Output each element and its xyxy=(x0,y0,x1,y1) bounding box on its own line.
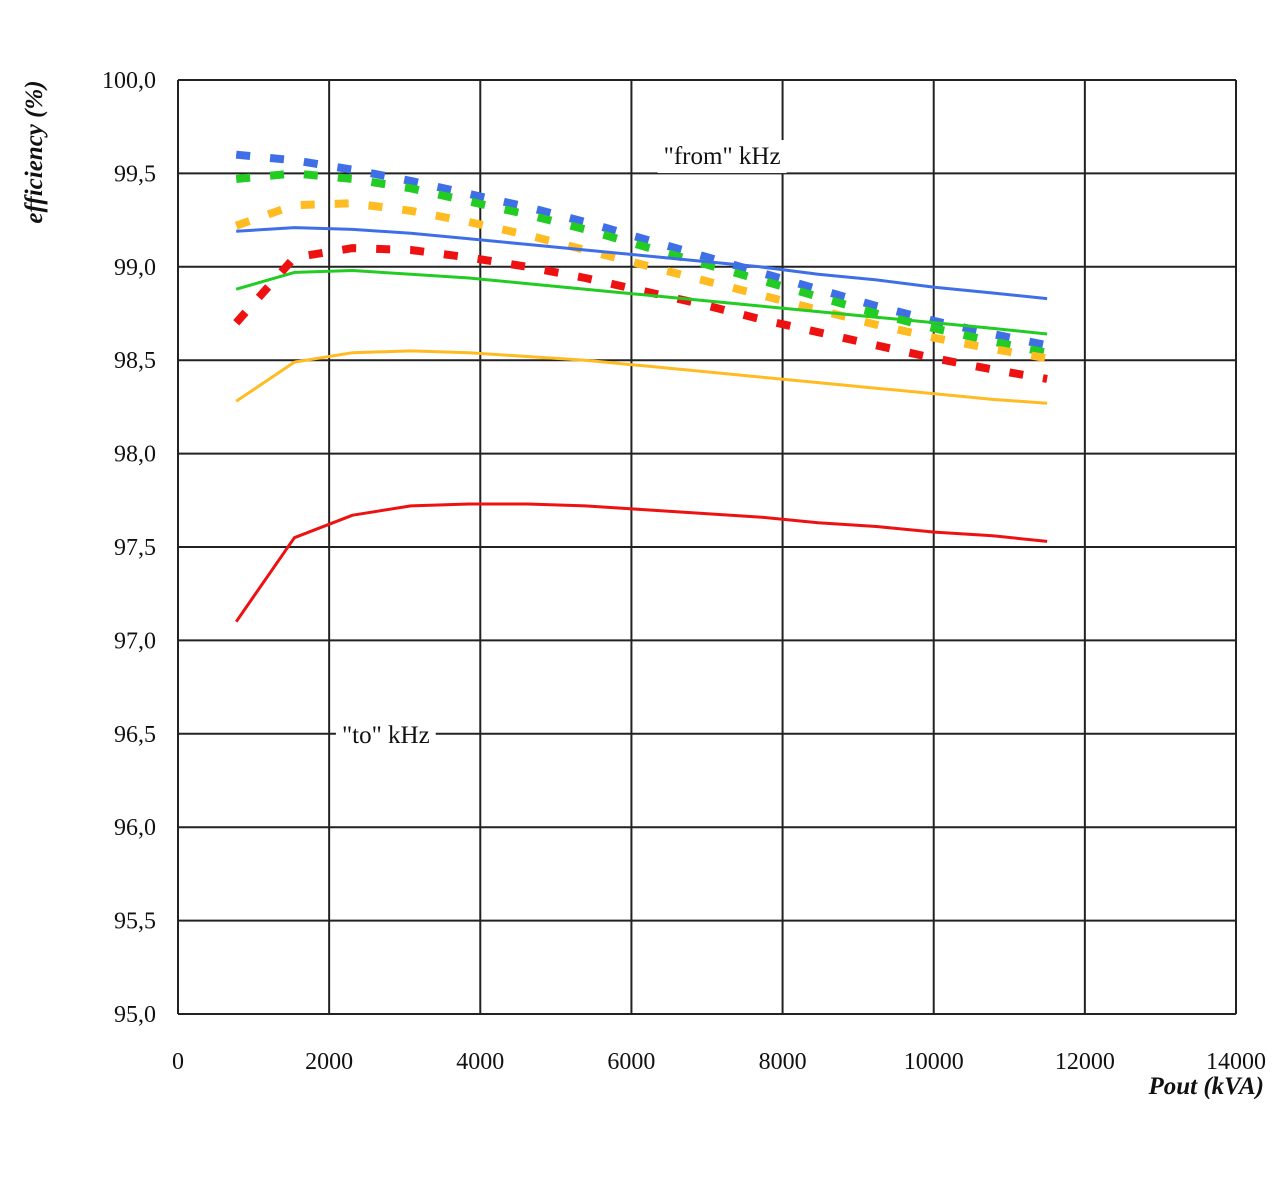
x-axis-title: Pout (kVA) xyxy=(1147,1073,1264,1100)
series-line-solid-7 xyxy=(235,349,1048,405)
x-tick-label: 10000 xyxy=(904,1049,964,1075)
series-line-dashed-3 xyxy=(234,199,1048,363)
annotation-background xyxy=(657,140,787,174)
y-tick-label: 99,5 xyxy=(114,161,156,187)
y-tick-label: 96,5 xyxy=(114,722,156,748)
annotation-background xyxy=(335,719,436,753)
series-line-dashed-1 xyxy=(235,150,1048,350)
y-tick-label: 97,5 xyxy=(114,535,156,561)
y-tick-label: 100,0 xyxy=(102,68,156,94)
series-line-solid-5 xyxy=(236,226,1048,301)
annotation-label: "from" kHz xyxy=(664,143,781,170)
x-tick-labels: 0 2000 4000 6000 8000 10000 12000 14000 xyxy=(172,1049,1266,1075)
y-axis-title: efficiency (%) xyxy=(21,80,48,223)
y-tick-label: 98,5 xyxy=(114,348,156,374)
x-tick-label: 8000 xyxy=(759,1049,807,1075)
series-line-solid-8 xyxy=(234,502,1048,623)
y-tick-label: 97,0 xyxy=(114,628,156,654)
x-tick-label: 12000 xyxy=(1055,1049,1115,1075)
y-tick-labels: 95,0 95,5 96,0 96,5 97,0 97,5 98,0 98,5 99,0 99,5… xyxy=(102,68,156,1028)
series-line-dashed-2 xyxy=(235,169,1048,357)
y-tick-label: 95,0 xyxy=(114,1002,156,1028)
x-tick-label: 6000 xyxy=(607,1049,655,1075)
y-tick-label: 99,0 xyxy=(114,255,156,281)
annotations: "from" kHz "to" kHz xyxy=(335,140,787,753)
x-tick-label: 0 xyxy=(172,1049,184,1075)
annotation-label: "to" kHz xyxy=(342,722,430,749)
y-tick-label: 98,0 xyxy=(114,442,156,468)
grid xyxy=(177,79,1237,1015)
series-lines xyxy=(233,150,1048,623)
series-line-solid-6 xyxy=(235,269,1048,336)
x-tick-label: 2000 xyxy=(305,1049,353,1075)
y-tick-label: 95,5 xyxy=(114,909,156,935)
x-tick-label: 4000 xyxy=(456,1049,504,1075)
series-line-dashed-4 xyxy=(233,244,1048,383)
x-tick-label: 14000 xyxy=(1206,1049,1266,1075)
y-tick-label: 96,0 xyxy=(114,815,156,841)
